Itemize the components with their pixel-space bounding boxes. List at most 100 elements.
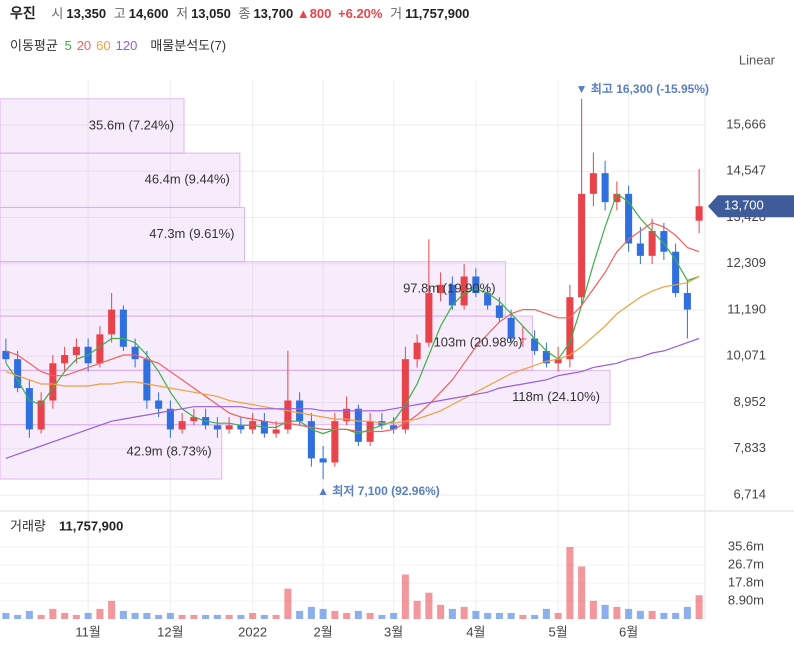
value: 11,757,900 — [405, 6, 470, 21]
volume-bar — [554, 612, 562, 619]
candle-body — [390, 425, 398, 430]
candle-body — [695, 206, 703, 221]
volume-bar — [507, 612, 515, 619]
candle-body — [554, 359, 562, 364]
value: 14,600 — [128, 6, 169, 21]
volume-bar — [613, 606, 621, 619]
price-tag — [708, 195, 794, 218]
y-tick-label: 8.90m — [728, 592, 764, 607]
legend-entry: 5 — [64, 38, 72, 53]
volume-bar — [366, 612, 374, 619]
volume-bar — [260, 614, 268, 619]
volume-bar — [249, 612, 257, 619]
profile-label: 46.4m (9.44%) — [145, 172, 230, 187]
profile-bar — [0, 261, 507, 317]
candle-body — [14, 359, 22, 389]
y-tick-label: 7,833 — [733, 440, 766, 455]
profile-label: 42.9m (8.73%) — [127, 443, 212, 458]
volume-bar — [401, 574, 409, 619]
volume-bar — [625, 608, 633, 619]
volume-bar — [61, 612, 69, 619]
candle-body — [589, 173, 597, 194]
x-tick-label: 3월 — [384, 624, 403, 639]
label: 거 — [390, 6, 403, 21]
profile-label: 35.6m (7.24%) — [89, 117, 174, 132]
candle-body — [237, 425, 245, 430]
volume-bar — [390, 612, 398, 619]
ma-line — [5, 222, 700, 433]
volume-bar — [578, 566, 586, 619]
candle-body — [437, 284, 445, 294]
candle-body — [296, 400, 304, 422]
volume-bar — [589, 600, 597, 619]
profile-bar — [0, 152, 241, 208]
x-tick-label: 5월 — [549, 624, 568, 639]
y-tick-label: 6,714 — [733, 486, 766, 501]
y-tick-label: 26.7m — [728, 556, 764, 571]
volume-bar — [343, 612, 351, 619]
ma-line — [5, 275, 700, 424]
candle-body — [566, 297, 574, 360]
x-tick-label: 11월 — [75, 624, 100, 639]
profile-bar — [0, 98, 185, 154]
profile-bar — [0, 424, 223, 480]
volume-bar — [178, 614, 186, 619]
candle-body — [460, 276, 468, 306]
volume-bar — [683, 606, 691, 619]
candle-body — [155, 400, 163, 409]
value: 13,350 — [66, 6, 107, 21]
volume-bar — [108, 600, 116, 619]
volume-bar — [202, 614, 210, 619]
candle-body — [578, 193, 586, 298]
x-tick-label: 4월 — [466, 624, 485, 639]
volume-bar — [25, 610, 33, 619]
profile-label: 103m (20.98%) — [434, 335, 523, 350]
volume-bar — [695, 595, 703, 619]
change-pct: +6.20% — [338, 6, 383, 21]
y-tick-label: 14,547 — [726, 163, 766, 178]
volume-bar — [96, 608, 104, 619]
candle-body — [331, 421, 339, 463]
volume-bar — [648, 610, 656, 619]
candle-body — [307, 421, 315, 459]
candle-body — [636, 243, 644, 256]
candle-body — [672, 251, 680, 294]
profile-bar — [0, 206, 246, 263]
candle-body — [213, 425, 221, 430]
value: 13,700 — [253, 6, 294, 21]
candle-body — [61, 355, 69, 364]
value: 13,050 — [191, 6, 231, 21]
volume-bar — [601, 604, 609, 619]
label: 시 — [51, 6, 64, 21]
candle-body — [507, 317, 515, 339]
candle-body — [119, 309, 127, 347]
volume-bar — [49, 608, 57, 619]
ma-line — [5, 337, 700, 459]
candle-body — [225, 425, 233, 430]
candle-body — [178, 421, 186, 430]
y-tick-label: 17.8m — [728, 574, 764, 589]
low-annotation: ▲ 최저 7,100 (92.96%) — [317, 483, 440, 498]
y-tick-label: 10,071 — [726, 348, 766, 363]
volume-bar — [307, 606, 315, 619]
scale-toggle[interactable]: Linear — [739, 52, 776, 67]
volume-bar — [484, 612, 492, 619]
candle-body — [413, 342, 421, 360]
legend-entry: 120 — [115, 38, 138, 53]
profile-label: 47.3m (9.61%) — [149, 226, 234, 241]
volume-bar — [378, 614, 386, 619]
stock-name: 우진 — [10, 5, 36, 21]
volume-bar — [660, 612, 668, 619]
x-tick-label: 12월 — [157, 624, 183, 639]
candle-body — [601, 173, 609, 203]
label: 종 — [238, 6, 251, 21]
volume-bar — [2, 612, 10, 619]
volume-bar — [119, 610, 127, 619]
candle-body — [448, 284, 456, 306]
ma-line — [5, 192, 700, 435]
candle-body — [131, 346, 139, 360]
label: 저 — [176, 6, 189, 21]
volume-bar — [155, 614, 163, 619]
candle-body — [96, 334, 104, 364]
